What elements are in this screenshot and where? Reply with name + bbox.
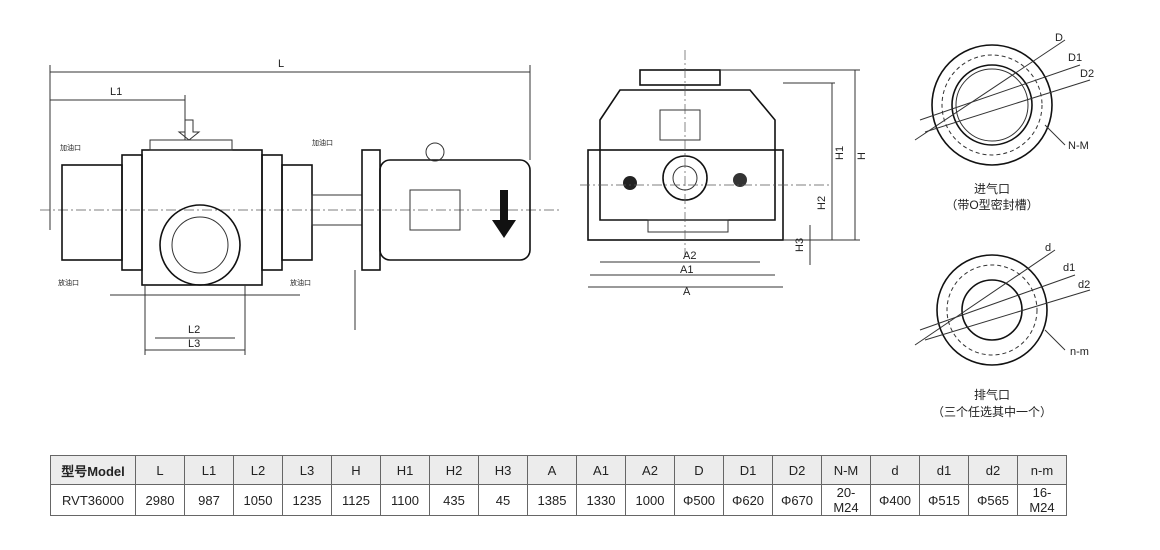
table-cell: d1 — [919, 455, 969, 485]
table-cell: L — [135, 455, 185, 485]
table-cell: L2 — [233, 455, 283, 485]
table-cell: A2 — [625, 455, 675, 485]
table-cell: 435 — [429, 484, 479, 516]
table-cell: L1 — [184, 455, 234, 485]
dim-label: d2 — [1078, 279, 1090, 291]
table-cell: L3 — [282, 455, 332, 485]
dim-label: D2 — [1080, 68, 1094, 80]
dim-label: d1 — [1063, 262, 1075, 274]
table-cell: n-m — [1017, 455, 1067, 485]
outlet-flange: d d1 d2 n-m 排气口 （三个任选其中一个） — [914, 242, 1090, 419]
table-cell: A — [527, 455, 577, 485]
table-row: RVT36000 2980 987 1050 1235 1125 1100 435 45 1385… — [50, 484, 1067, 516]
front-view: A2 A1 A H1 H H2 H3 — [580, 50, 868, 298]
table-cell: RVT36000 — [50, 484, 136, 516]
table-cell: 1000 — [625, 484, 675, 516]
note-label: 加油口 — [60, 143, 81, 152]
table-cell: N-M — [821, 455, 871, 485]
table-cell: H — [331, 455, 381, 485]
dim-label: d — [1045, 242, 1051, 254]
table-cell: Φ565 — [968, 484, 1018, 516]
inlet-note: （带O型密封槽） — [945, 197, 1038, 212]
inlet-title: 进气口 — [974, 181, 1010, 196]
note-label: 加油口 — [312, 138, 333, 147]
table-cell: H3 — [478, 455, 528, 485]
table-cell: 987 — [184, 484, 234, 516]
dim-label: N-M — [1068, 140, 1089, 152]
table-cell: H1 — [380, 455, 430, 485]
table-cell: 1050 — [233, 484, 283, 516]
table-cell: 1235 — [282, 484, 332, 516]
table-cell: 16-M24 — [1017, 484, 1067, 516]
table-cell: H2 — [429, 455, 479, 485]
dim-label: D — [1055, 32, 1063, 44]
table-header: 型号Model L L1 L2 L3 H H1 H2 H3 A A1 A2 D D1 D2 N-M d d1 d2 n… — [50, 455, 1067, 485]
table-cell: d — [870, 455, 920, 485]
dim-label: L2 — [188, 324, 200, 336]
table-cell: D1 — [723, 455, 773, 485]
table-cell: 1330 — [576, 484, 626, 516]
inlet-flange: D D1 D2 N-M 进气口 （带O型密封槽） — [914, 32, 1094, 212]
dim-label: L3 — [188, 338, 200, 350]
table-cell: 2980 — [135, 484, 185, 516]
table-cell: d2 — [968, 455, 1018, 485]
dim-label: A1 — [680, 264, 693, 276]
outlet-note: （三个任选其中一个） — [932, 404, 1052, 419]
dim-label: A — [683, 286, 691, 298]
table-cell: Φ515 — [919, 484, 969, 516]
table-cell: Φ670 — [772, 484, 822, 516]
table-cell: 1125 — [331, 484, 381, 516]
dim-label: H1 — [834, 146, 846, 160]
side-view: L L1 L2 L3 加油口 加油口 放油口 放油口 — [40, 58, 560, 355]
table-cell: D — [674, 455, 724, 485]
dim-label: L1 — [110, 86, 122, 98]
table-cell: 45 — [478, 484, 528, 516]
table-cell: 20-M24 — [821, 484, 871, 516]
dim-label: H3 — [794, 238, 806, 252]
dim-label: n-m — [1070, 346, 1089, 358]
dim-label: H — [856, 152, 868, 160]
spec-table: 型号Model L L1 L2 L3 H H1 H2 H3 A A1 A2 D D1 D2 N-M d d1 d2 n… — [50, 455, 1067, 516]
dim-label: D1 — [1068, 52, 1082, 64]
table-cell: Φ400 — [870, 484, 920, 516]
table-cell: A1 — [576, 455, 626, 485]
dim-label: A2 — [683, 250, 696, 262]
dim-label: H2 — [816, 196, 828, 210]
table-cell: 1100 — [380, 484, 430, 516]
table-cell: Φ500 — [674, 484, 724, 516]
drawing: L L1 L2 L3 加油口 加油口 放油口 放油口 A2 A1 A H1 H … — [40, 32, 1094, 419]
table-cell: 1385 — [527, 484, 577, 516]
note-label: 放油口 — [290, 278, 311, 287]
note-label: 放油口 — [58, 278, 79, 287]
table-cell: D2 — [772, 455, 822, 485]
outlet-title: 排气口 — [974, 387, 1010, 402]
dim-label: L — [278, 58, 284, 70]
table-cell: 型号Model — [50, 455, 136, 485]
table-cell: Φ620 — [723, 484, 773, 516]
